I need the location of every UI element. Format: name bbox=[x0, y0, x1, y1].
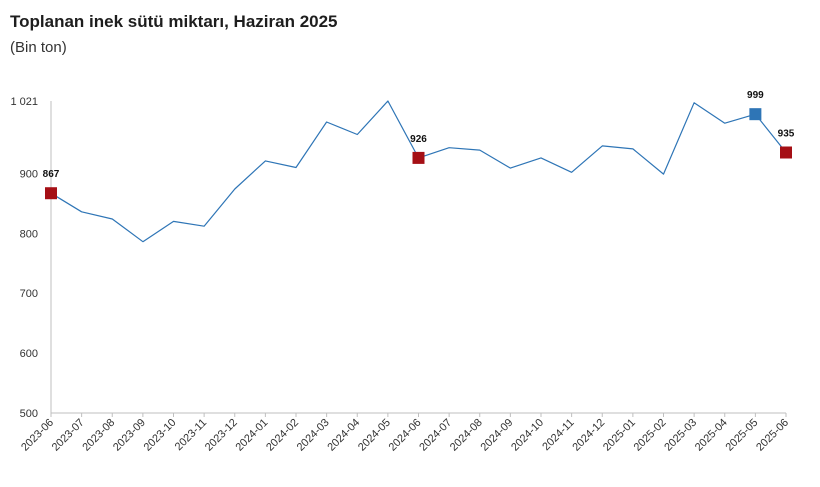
chart-title: Toplanan inek sütü miktarı, Haziran 2025 bbox=[10, 12, 338, 31]
x-tick-label: 2024-09 bbox=[478, 417, 515, 454]
highlight-marker bbox=[749, 108, 762, 121]
y-tick-label: 500 bbox=[20, 408, 38, 420]
x-tick-label: 2023-06 bbox=[19, 417, 56, 454]
markers-group bbox=[45, 108, 792, 200]
highlight-marker bbox=[412, 151, 425, 164]
x-tick-label: 2023-07 bbox=[50, 417, 87, 454]
x-tick-label: 2023-11 bbox=[173, 417, 209, 453]
x-tick-label: 2024-10 bbox=[509, 417, 546, 454]
x-tick-label: 2023-08 bbox=[80, 417, 117, 454]
y-tick-label: 900 bbox=[20, 168, 38, 180]
x-tick-label: 2025-01 bbox=[601, 417, 638, 454]
x-tick-label: 2025-03 bbox=[662, 417, 699, 454]
x-tick-label: 2024-08 bbox=[448, 417, 485, 454]
x-tick-label: 2024-02 bbox=[264, 417, 301, 454]
data-label: 999 bbox=[747, 90, 764, 101]
data-labels-group: 867 926 999 935 bbox=[43, 90, 795, 180]
y-axis-ticks: 500 600 700 800 900 1 021 bbox=[10, 96, 38, 420]
x-tick-label: 2024-11 bbox=[540, 417, 576, 453]
x-tick-label: 2024-03 bbox=[295, 417, 332, 454]
data-label: 867 bbox=[43, 169, 60, 180]
x-tick-label: 2024-07 bbox=[417, 417, 454, 454]
x-tick-label: 2025-04 bbox=[693, 417, 730, 454]
data-label: 926 bbox=[410, 134, 427, 145]
x-tick-label: 2024-05 bbox=[356, 417, 393, 454]
y-tick-label: 1 021 bbox=[10, 96, 38, 108]
axes bbox=[50, 101, 786, 414]
x-tick-label: 2024-01 bbox=[233, 417, 270, 454]
x-tick-label: 2024-12 bbox=[570, 417, 607, 454]
x-tick-label: 2023-09 bbox=[111, 417, 148, 454]
y-tick-label: 700 bbox=[20, 288, 38, 300]
x-tick-label: 2025-02 bbox=[632, 417, 669, 454]
x-tick-label: 2024-06 bbox=[387, 417, 424, 454]
y-tick-label: 800 bbox=[20, 228, 38, 240]
x-axis-ticks: 2023-062023-072023-082023-092023-102023-… bbox=[19, 413, 791, 454]
chart-subtitle: (Bin ton) bbox=[10, 39, 67, 56]
x-tick-label: 2024-04 bbox=[325, 417, 362, 454]
y-tick-label: 600 bbox=[20, 348, 38, 360]
x-tick-label: 2023-12 bbox=[203, 417, 240, 454]
x-tick-label: 2023-10 bbox=[142, 417, 179, 454]
data-label: 935 bbox=[778, 129, 795, 140]
x-tick-label: 2025-05 bbox=[723, 417, 760, 454]
series-line bbox=[50, 100, 787, 243]
x-tick-label: 2025-06 bbox=[754, 417, 791, 454]
highlight-marker bbox=[780, 146, 792, 159]
highlight-marker bbox=[45, 187, 57, 200]
series-group bbox=[50, 100, 787, 243]
